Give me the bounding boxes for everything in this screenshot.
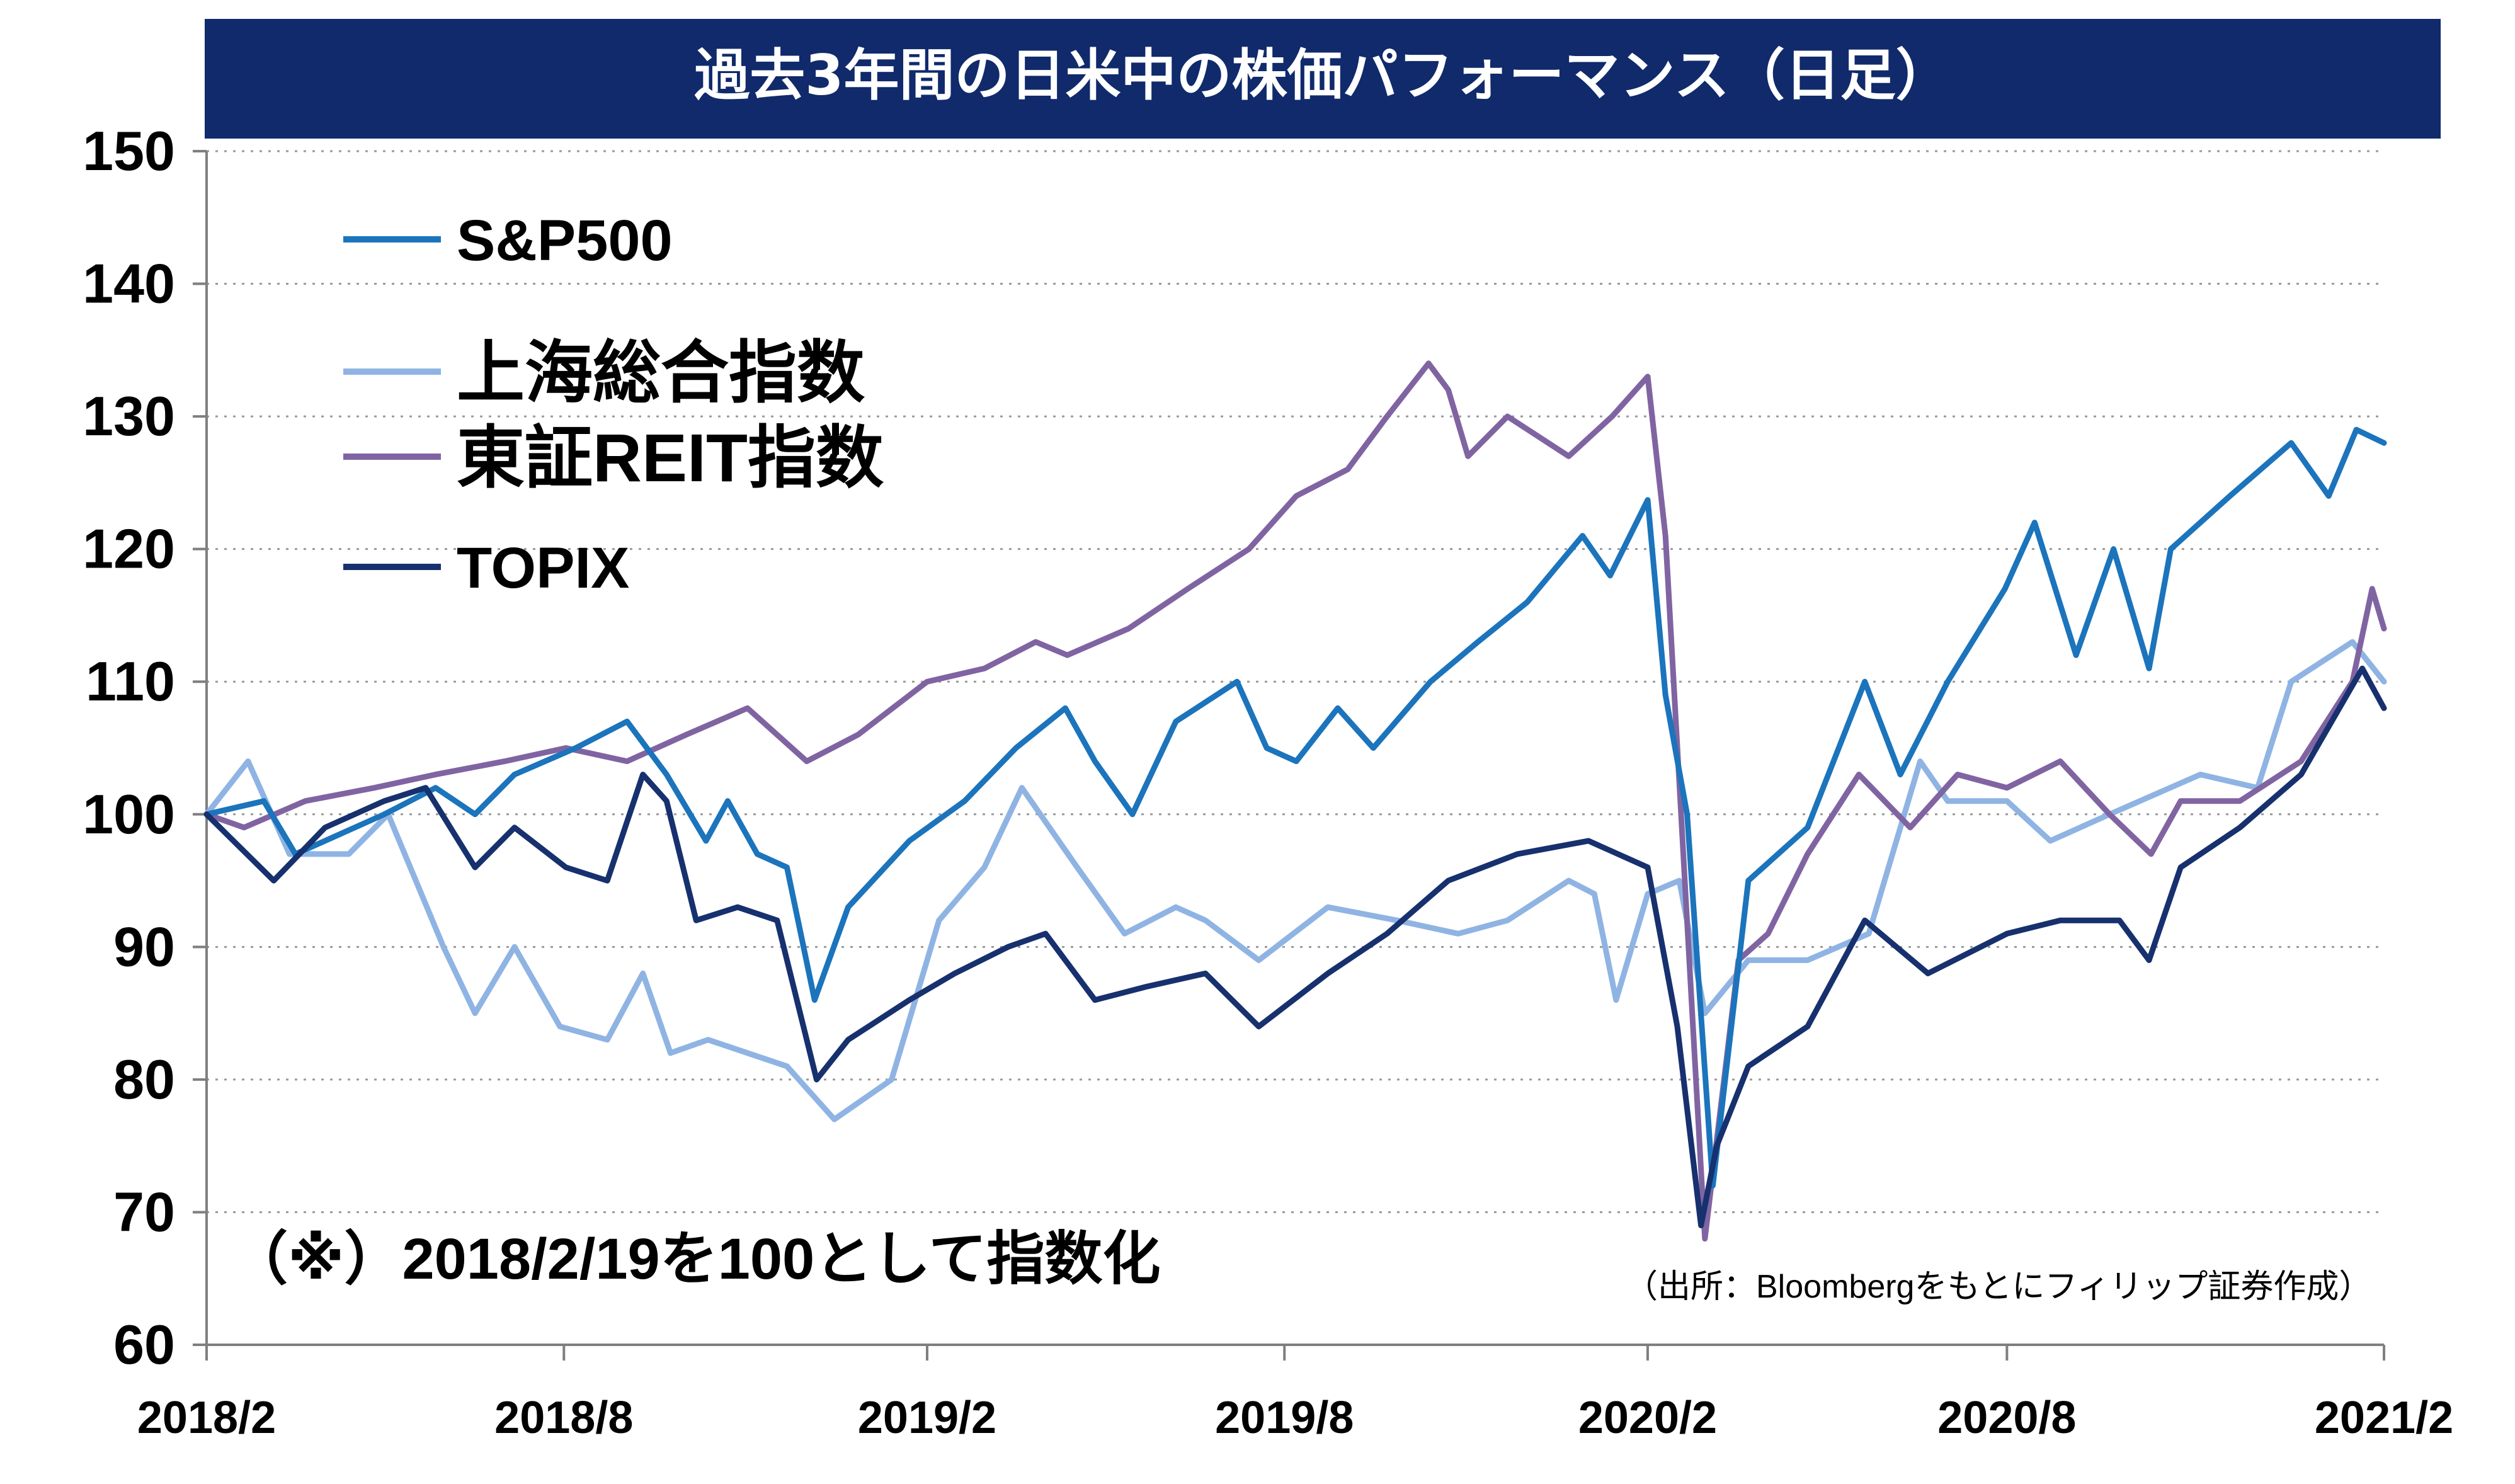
- y-tick-label: 90: [113, 915, 175, 978]
- y-tick-label: 120: [83, 518, 175, 580]
- y-tick-label: 70: [113, 1180, 175, 1243]
- x-tick-label: 2019/2: [858, 1393, 996, 1443]
- legend-label: 上海総合指数: [457, 334, 865, 411]
- y-tick-label: 60: [113, 1313, 175, 1376]
- index-note: （※）2018/2/19を100として指数化: [230, 1227, 1160, 1291]
- legend-label: TOPIX: [457, 536, 629, 600]
- chart-title: 過去3年間の日米中の株価パフォーマンス（日足）: [694, 43, 1951, 108]
- y-tick-label: 100: [83, 783, 175, 845]
- x-tick-label: 2020/8: [1937, 1393, 2076, 1443]
- series-group: [203, 360, 2387, 1242]
- x-tick-label: 2018/2: [137, 1393, 276, 1443]
- y-tick-label: 130: [83, 385, 175, 447]
- series-line: [203, 360, 2387, 1242]
- title-banner: [205, 19, 2441, 139]
- y-tick-label: 80: [113, 1048, 175, 1110]
- x-tick-label: 2020/2: [1578, 1393, 1717, 1443]
- grid-lines: [207, 150, 2384, 1213]
- series-line: [203, 665, 2387, 1228]
- y-tick-label: 140: [83, 253, 175, 315]
- legend-label: 東証REIT指数: [457, 420, 884, 496]
- x-tick-label: 2021/2: [2315, 1393, 2453, 1443]
- axes: 150 140 130 120 110 100 90 80 70 60 2018/2 2018/8 20…: [83, 120, 2453, 1443]
- y-tick-label: 110: [86, 650, 175, 712]
- y-tick-label: 150: [83, 120, 175, 182]
- legend-label: S&P500: [457, 208, 673, 273]
- source-note: （出所：Bloombergをもとにフィリップ証券作成）: [1625, 1269, 2371, 1305]
- x-tick-label: 2019/8: [1215, 1393, 1354, 1443]
- x-tick-label: 2018/8: [494, 1393, 633, 1443]
- series-line: [203, 639, 2387, 1122]
- series-line: [203, 426, 2387, 1189]
